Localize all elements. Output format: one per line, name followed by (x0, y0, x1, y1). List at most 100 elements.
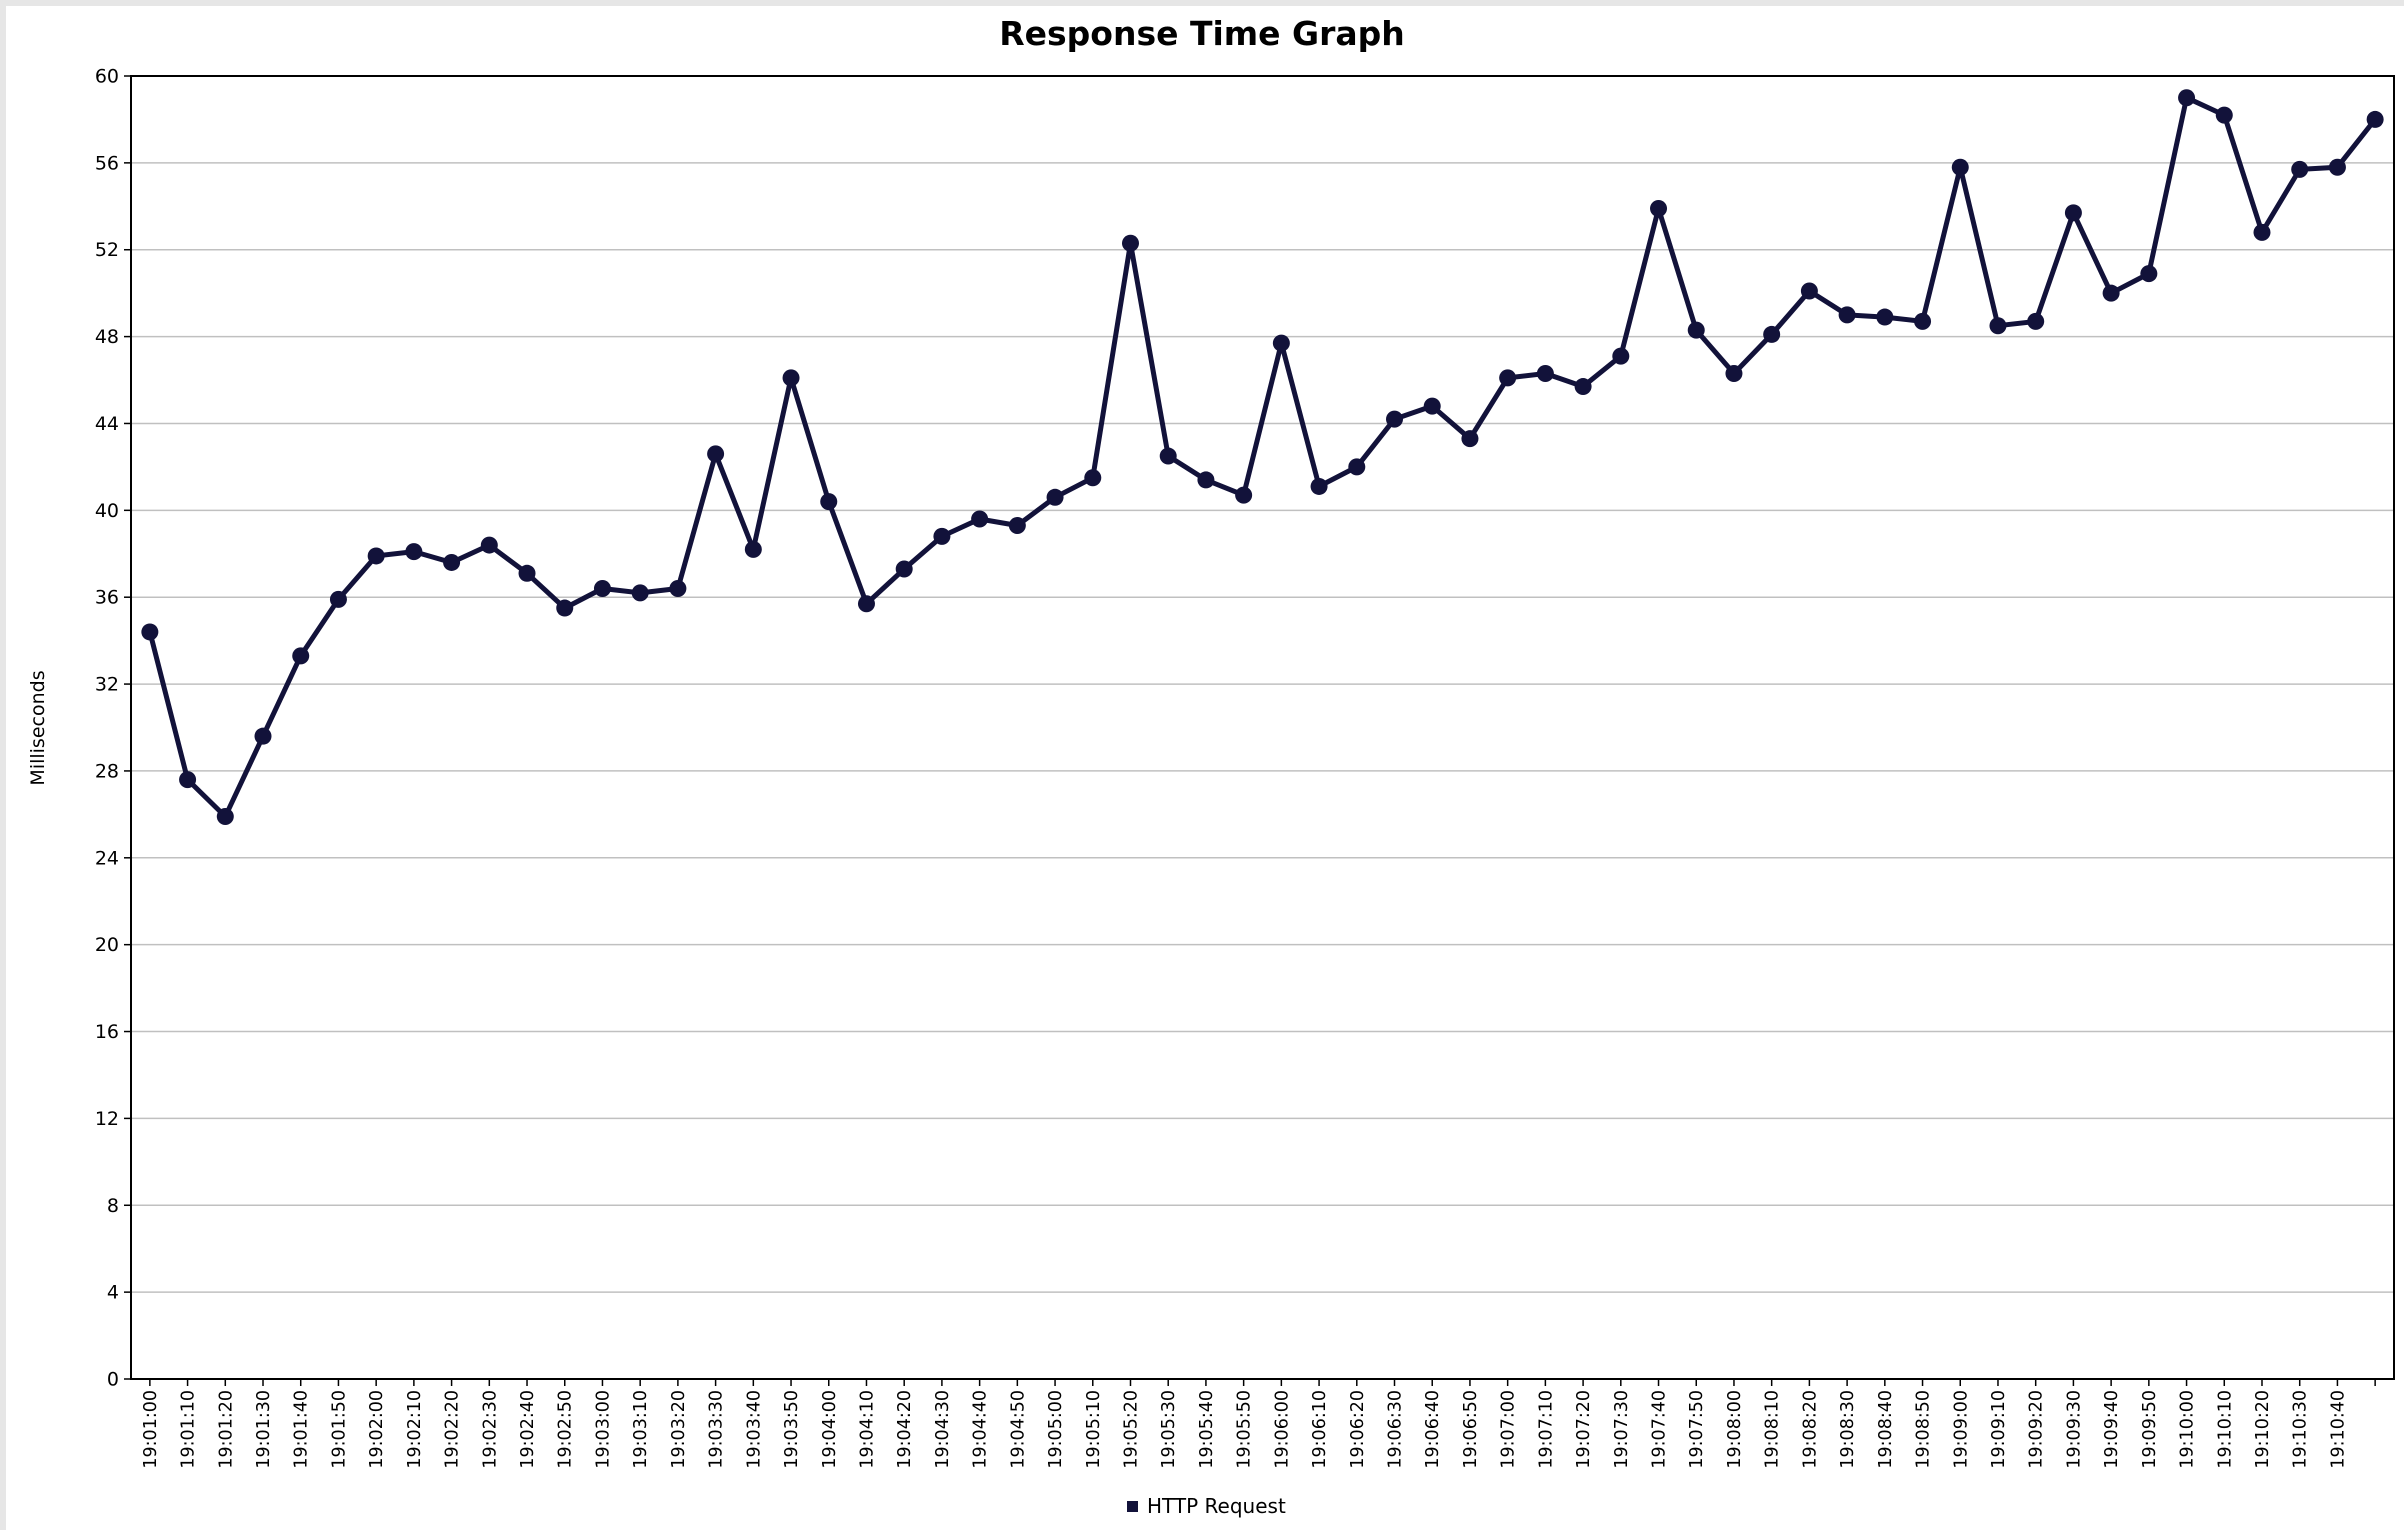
x-tick-label: 19:10:20 (2253, 1390, 2273, 1469)
data-point (1008, 517, 1026, 535)
data-point (329, 590, 347, 608)
y-tick-label: 12 (95, 1108, 119, 1130)
x-tick-label: 19:06:40 (1423, 1390, 1443, 1469)
y-tick-label: 20 (95, 934, 119, 956)
data-point (1121, 234, 1139, 252)
y-tick-label: 48 (95, 326, 119, 348)
x-tick-label: 19:01:40 (292, 1390, 312, 1469)
data-point (593, 580, 611, 598)
x-tick-label: 19:04:00 (820, 1390, 840, 1469)
x-tick-label: 19:10:30 (2291, 1390, 2311, 1469)
x-tick-label: 19:06:00 (1272, 1390, 1292, 1469)
data-point (1574, 378, 1592, 396)
y-tick-label: 60 (95, 66, 119, 88)
chart-panel: Response Time Graph Milliseconds 0 4 8 12 16… (6, 6, 2404, 1530)
data-point (933, 527, 951, 545)
x-tick-label: 19:03:40 (744, 1390, 764, 1469)
data-point (895, 560, 913, 578)
data-point (744, 540, 762, 558)
x-tick-label: 19:03:10 (631, 1390, 651, 1469)
x-axis-ticks: 19:01:00 19:01:10 19:01:20 19:01:30 19:01:40… (141, 1379, 2376, 1469)
x-tick-label: 19:02:00 (367, 1390, 387, 1469)
data-point (1423, 397, 1441, 415)
x-tick-label: 19:09:50 (2140, 1390, 2160, 1469)
x-tick-label: 19:05:20 (1121, 1390, 1141, 1469)
series-http-request (141, 89, 2384, 826)
x-tick-label: 19:07:30 (1612, 1390, 1632, 1469)
chart-title: Response Time Graph (999, 14, 1405, 53)
data-point (443, 553, 461, 571)
y-tick-label: 4 (107, 1282, 119, 1304)
x-tick-label: 19:08:40 (1876, 1390, 1896, 1469)
y-tick-label: 40 (95, 500, 119, 522)
y-tick-label: 52 (95, 239, 119, 261)
x-tick-label: 19:04:40 (971, 1390, 991, 1469)
data-point (1499, 369, 1517, 387)
data-point (2215, 106, 2233, 124)
data-point (1461, 430, 1479, 448)
x-tick-label: 19:05:00 (1046, 1390, 1066, 1469)
x-tick-label: 19:04:10 (857, 1390, 877, 1469)
y-tick-label: 8 (107, 1195, 119, 1217)
data-point (1159, 447, 1177, 465)
data-point (254, 727, 272, 745)
data-point (1914, 312, 1932, 330)
data-point (1084, 469, 1102, 487)
x-tick-label: 19:05:40 (1197, 1390, 1217, 1469)
data-point (707, 445, 725, 463)
y-tick-label: 24 (95, 847, 119, 869)
data-point (1612, 347, 1630, 365)
x-tick-label: 19:08:20 (1800, 1390, 1820, 1469)
y-tick-label: 0 (107, 1369, 119, 1391)
x-tick-label: 19:02:40 (518, 1390, 538, 1469)
x-tick-label: 19:07:10 (1536, 1390, 1556, 1469)
data-point (405, 543, 423, 561)
x-tick-label: 19:07:00 (1499, 1390, 1519, 1469)
x-tick-label: 19:01:30 (254, 1390, 274, 1469)
data-point (2140, 265, 2158, 283)
response-time-chart: Response Time Graph Milliseconds 0481216… (27, 14, 2395, 1518)
legend-swatch (1127, 1501, 1138, 1512)
data-point (1348, 458, 1366, 476)
data-point (518, 564, 536, 582)
data-point (2178, 89, 2196, 107)
x-tick-label: 19:05:30 (1159, 1390, 1179, 1469)
x-tick-label: 19:10:00 (2178, 1390, 2198, 1469)
x-tick-label: 19:03:20 (669, 1390, 689, 1469)
x-tick-label: 19:06:10 (1310, 1390, 1330, 1469)
data-point (141, 623, 159, 641)
x-tick-label: 19:02:30 (480, 1390, 500, 1469)
x-tick-label: 19:05:10 (1084, 1390, 1104, 1469)
x-tick-label: 19:06:30 (1386, 1390, 1406, 1469)
x-tick-label: 19:02:20 (443, 1390, 463, 1469)
data-point (1800, 282, 1818, 300)
data-point (669, 580, 687, 598)
x-tick-label: 19:09:00 (1951, 1390, 1971, 1469)
series-line (147, 95, 2378, 819)
x-tick-label: 19:04:30 (933, 1390, 953, 1469)
data-point (367, 547, 385, 565)
data-point (1536, 365, 1554, 383)
x-tick-label: 19:07:40 (1650, 1390, 1670, 1469)
x-tick-label: 19:02:50 (556, 1390, 576, 1469)
data-point (1687, 321, 1705, 339)
x-tick-label: 19:08:10 (1763, 1390, 1783, 1469)
data-point (1725, 365, 1743, 383)
legend-label: HTTP Request (1147, 1494, 1286, 1518)
data-point (1197, 471, 1215, 489)
data-point (1876, 308, 1894, 326)
y-tick-label: 44 (95, 413, 119, 435)
data-point (1838, 306, 1856, 324)
x-tick-label: 19:01:20 (216, 1390, 236, 1469)
x-tick-label: 19:03:30 (707, 1390, 727, 1469)
data-point (480, 536, 498, 554)
x-tick-label: 19:10:10 (2215, 1390, 2235, 1469)
x-tick-label: 19:03:50 (782, 1390, 802, 1469)
data-point (1235, 486, 1253, 504)
data-point (2102, 284, 2120, 302)
x-tick-label: 19:09:20 (2027, 1390, 2047, 1469)
data-point (1310, 477, 1328, 495)
data-point (2328, 158, 2346, 176)
x-tick-label: 19:01:10 (179, 1390, 199, 1469)
